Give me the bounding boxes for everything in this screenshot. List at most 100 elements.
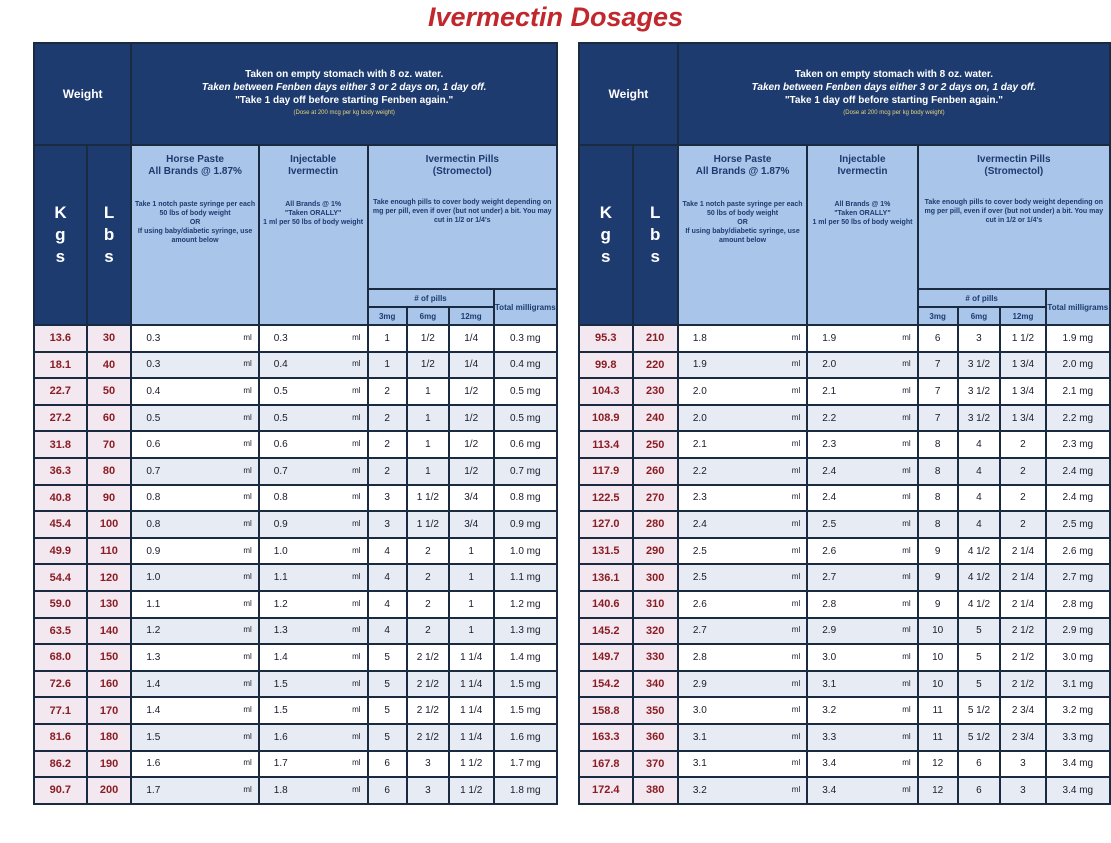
- amount: 1.5: [146, 731, 161, 743]
- unit: ml: [902, 705, 911, 715]
- dose-row: 99.8 220 ml 1.9 ml 2.0 7 3 1/2 1 3/4 2.0 mg: [580, 352, 1109, 378]
- paste-cell: ml 1.4: [132, 698, 258, 723]
- pill-count-cell: 3: [368, 485, 406, 511]
- amount: 1.8: [273, 784, 288, 796]
- column-note: If using baby/diabetic syringe, use amou…: [137, 228, 253, 244]
- pill-count-cell: 9: [918, 538, 957, 564]
- total-cell: 1.5 mg: [494, 698, 556, 723]
- paste-cell: ml 0.5: [132, 405, 258, 431]
- kg-cell: 59.0: [35, 591, 86, 617]
- unit: ml: [791, 332, 801, 342]
- column-note: If using baby/diabetic syringe, use amou…: [685, 228, 800, 244]
- pill-count-cell: 2 1/2: [407, 698, 448, 723]
- kg-cell: 172.4: [580, 778, 632, 803]
- kg-cell: 27.2: [35, 405, 86, 431]
- kg-cell: 31.8: [35, 432, 86, 457]
- paste-cell: ml 3.0: [678, 698, 807, 723]
- total-cell: 3.2 mg: [1046, 698, 1109, 723]
- kg-cell: 22.7: [35, 379, 86, 404]
- total-cell: 3.4 mg: [1046, 778, 1109, 803]
- paste-cell: ml 2.9: [678, 671, 807, 697]
- pill-count-cell: 3/4: [449, 485, 493, 511]
- column-note: Take enough pills to cover body weight d…: [372, 199, 552, 224]
- kgs-header: Kgs: [580, 146, 632, 324]
- dose-row: 63.5 140 ml 1.2 ml 1.3 4 2 1 1.3 mg: [35, 618, 556, 644]
- paste-cell: ml 0.7: [132, 458, 258, 484]
- dose-row: 122.5 270 ml 2.3 ml 2.4 8 4 2 2.4 mg: [580, 485, 1109, 511]
- pill-count-cell: 11: [918, 698, 957, 723]
- dose-row: 149.7 330 ml 2.8 ml 3.0 10 5 2 1/2 3.0 mg: [580, 645, 1109, 670]
- instruction-line: Taken on empty stomach with 8 oz. water.: [794, 69, 994, 80]
- dose-row: 113.4 250 ml 2.1 ml 2.3 8 4 2 2.3 mg: [580, 432, 1109, 457]
- unit: ml: [243, 545, 252, 555]
- amount: 1.8: [692, 332, 707, 344]
- unit: ml: [243, 625, 252, 635]
- kg-cell: 140.6: [580, 591, 632, 617]
- unit: ml: [791, 731, 801, 741]
- dose-row: 108.9 240 ml 2.0 ml 2.2 7 3 1/2 1 3/4 2.2 mg: [580, 405, 1109, 431]
- paste-cell: ml 0.8: [132, 512, 258, 537]
- dose-row: 31.8 70 ml 0.6 ml 0.6 2 1 1/2 0.6 mg: [35, 432, 556, 457]
- pill-count-cell: 2: [407, 591, 448, 617]
- unit: ml: [902, 572, 911, 582]
- unit: ml: [902, 412, 911, 422]
- unit: ml: [243, 465, 252, 475]
- dose-row: 72.6 160 ml 1.4 ml 1.5 5 2 1/2 1 1/4 1.5 mg: [35, 671, 556, 697]
- amount: 0.4: [146, 385, 161, 397]
- unit: ml: [352, 518, 361, 528]
- paste-cell: ml 0.4: [132, 379, 258, 404]
- kg-cell: 72.6: [35, 671, 86, 697]
- total-cell: 1.1 mg: [494, 565, 556, 590]
- amount: 0.6: [146, 439, 161, 451]
- paste-cell: ml 3.1: [678, 724, 807, 750]
- paste-cell: ml 2.1: [678, 432, 807, 457]
- pill-size-header: 12mg: [1001, 308, 1045, 324]
- amount: 2.4: [822, 492, 837, 504]
- total-cell: 3.4 mg: [1046, 751, 1109, 777]
- unit: ml: [902, 332, 911, 342]
- amount: 2.4: [822, 465, 837, 477]
- unit: ml: [902, 492, 911, 502]
- unit: ml: [902, 545, 911, 555]
- pill-count-cell: 4: [958, 458, 1000, 484]
- total-cell: 2.1 mg: [1046, 379, 1109, 404]
- pill-count-cell: 1/2: [449, 405, 493, 431]
- dose-row: 27.2 60 ml 0.5 ml 0.5 2 1 1/2 0.5 mg: [35, 405, 556, 431]
- column-title: Horse Paste: [713, 154, 772, 165]
- unit: ml: [791, 784, 801, 794]
- pill-count-cell: 2 1/4: [1001, 538, 1045, 564]
- injectable-cell: ml 3.2: [808, 698, 917, 723]
- dose-row: 172.4 380 ml 3.2 ml 3.4 12 6 3 3.4 mg: [580, 778, 1109, 803]
- unit: ml: [791, 705, 801, 715]
- lb-cell: 60: [87, 405, 131, 431]
- amount: 0.9: [273, 518, 288, 530]
- kg-cell: 113.4: [580, 432, 632, 457]
- pill-count-cell: 2 3/4: [1001, 724, 1045, 750]
- pill-count-cell: 2 1/2: [1001, 645, 1045, 670]
- paste-cell: ml 2.4: [678, 512, 807, 537]
- amount: 0.8: [273, 492, 288, 504]
- unit: ml: [243, 439, 252, 449]
- column-note: 1 ml per 50 lbs of body weight: [812, 219, 913, 226]
- kg-cell: 40.8: [35, 485, 86, 511]
- kg-cell: 167.8: [580, 751, 632, 777]
- amount: 1.6: [146, 758, 161, 770]
- column-title: All Brands @ 1.87%: [695, 166, 790, 177]
- pill-count-cell: 1 1/4: [449, 671, 493, 697]
- total-cell: 2.9 mg: [1046, 618, 1109, 644]
- dose-row: 68.0 150 ml 1.3 ml 1.4 5 2 1/2 1 1/4 1.4 mg: [35, 645, 556, 670]
- injectable-cell: ml 1.5: [259, 671, 367, 697]
- injectable-cell: ml 0.3: [259, 326, 367, 351]
- total-cell: 1.7 mg: [494, 751, 556, 777]
- dose-row: 59.0 130 ml 1.1 ml 1.2 4 2 1 1.2 mg: [35, 591, 556, 617]
- instruction-line: "Take 1 day off before starting Fenben a…: [235, 95, 454, 106]
- paste-cell: ml 2.8: [678, 645, 807, 670]
- pill-count-cell: 6: [368, 778, 406, 803]
- lb-cell: 90: [87, 485, 131, 511]
- lb-cell: 230: [633, 379, 677, 404]
- total-cell: 3.0 mg: [1046, 645, 1109, 670]
- kg-cell: 145.2: [580, 618, 632, 644]
- unit: ml: [791, 465, 801, 475]
- lb-cell: 300: [633, 565, 677, 590]
- unit: ml: [352, 439, 361, 449]
